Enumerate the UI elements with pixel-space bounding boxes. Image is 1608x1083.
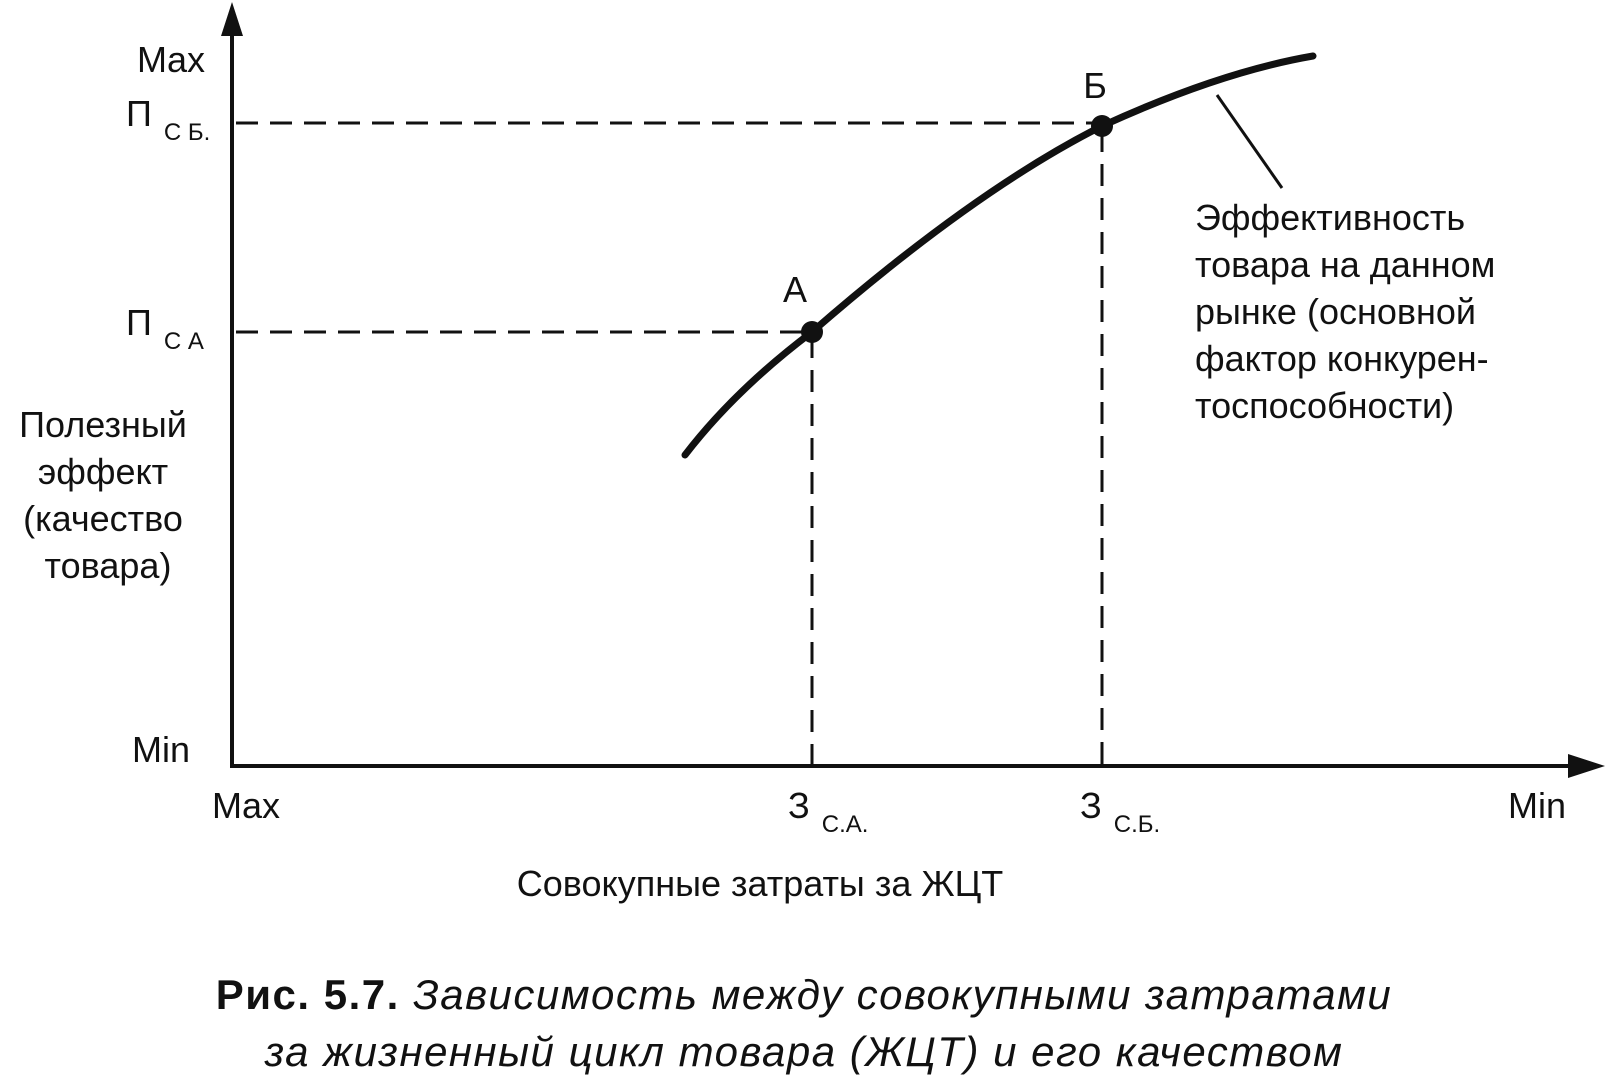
x-axis-max-label: Max <box>212 785 280 826</box>
x-axis-min-label: Min <box>1508 785 1566 826</box>
x-axis-arrow <box>1568 754 1605 778</box>
y-axis-title-line-1: Полезный <box>19 404 187 445</box>
curve-annotation-line-1: Эффективность <box>1195 197 1465 238</box>
curve-annotation-line-3: рынке (основной <box>1195 291 1476 332</box>
curve-annotation-line-4: фактор конкурен- <box>1195 338 1489 379</box>
caption-label: Рис. 5.7. <box>215 971 400 1018</box>
x-level-a-main: З <box>788 785 810 826</box>
x-level-a-sub: С.А. <box>822 811 869 838</box>
y-level-b-main: П <box>126 93 152 134</box>
y-level-a-label: П С А <box>126 302 204 355</box>
effectiveness-curve <box>681 52 1317 459</box>
curve-annotation-line-5: тоспособности) <box>1195 385 1454 426</box>
y-level-a-sub: С А <box>164 328 204 355</box>
x-level-a-label: З С.А. <box>788 785 868 838</box>
y-axis-title-line-2: эффект <box>38 451 168 492</box>
point-a-marker <box>801 321 823 343</box>
y-level-b-sub: С Б. <box>164 119 210 146</box>
x-level-b-main: З <box>1080 785 1102 826</box>
y-axis-title-line-4: товара) <box>45 545 172 586</box>
curve-annotation: Эффективность товара на данном рынке (ос… <box>1195 197 1505 426</box>
y-axis-min-label: Min <box>132 729 190 770</box>
caption-line-2: за жизненный цикл товара (ЖЦТ) и его кач… <box>0 1023 1608 1080</box>
point-b-marker <box>1091 115 1113 137</box>
figure-caption: Рис. 5.7. Зависимость между совокупными … <box>0 966 1608 1080</box>
y-level-a-main: П <box>126 302 152 343</box>
y-level-b-label: П С Б. <box>126 93 210 146</box>
y-axis-arrow <box>221 2 243 36</box>
x-level-b-label: З С.Б. <box>1080 785 1160 838</box>
caption-text-line-2: за жизненный цикл товара (ЖЦТ) и его кач… <box>264 1028 1344 1075</box>
x-level-b-sub: С.Б. <box>1114 811 1160 838</box>
y-axis-title-line-3: (качество <box>23 498 183 539</box>
y-axis-title: Полезный эффект (качество товара) <box>19 404 197 586</box>
y-axis-max-label: Max <box>137 39 205 80</box>
point-a-label: А <box>783 269 807 310</box>
curve-annotation-line-2: товара на данном <box>1195 244 1495 285</box>
caption-line-1: Рис. 5.7. Зависимость между совокупными … <box>0 966 1608 1023</box>
x-axis-title: Совокупные затраты за ЖЦТ <box>517 863 1003 904</box>
caption-text-line-1: Зависимость между совокупными затратами <box>412 971 1393 1018</box>
annotation-leader-line <box>1215 94 1284 189</box>
point-b-label: Б <box>1083 65 1107 106</box>
